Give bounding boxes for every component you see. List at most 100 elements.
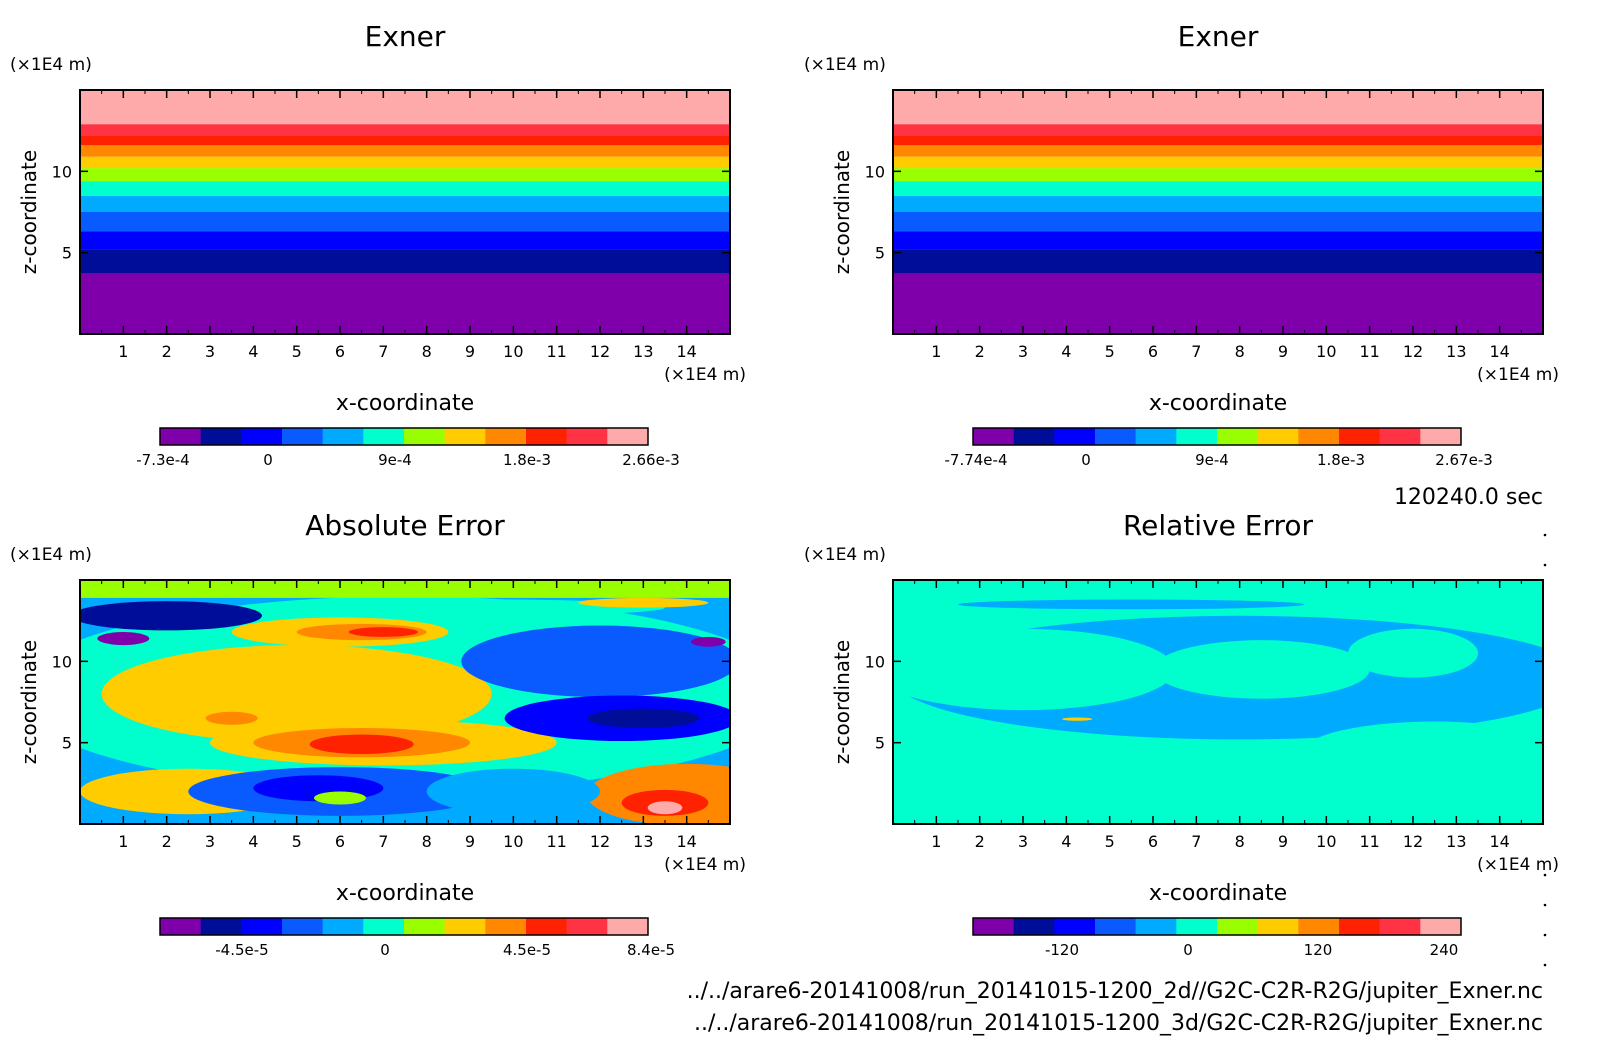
contour-field: [80, 90, 730, 334]
contour-region-11: [587, 708, 700, 729]
x-tick-label: 1: [931, 342, 941, 361]
contour-band-5: [80, 181, 730, 196]
x-tick-label: 3: [1018, 832, 1028, 851]
x-tick-label: 5: [1105, 342, 1115, 361]
contour-region-17: [647, 801, 683, 815]
contour-region-7: [309, 734, 414, 755]
colorbar-swatch-5: [363, 918, 405, 935]
colorbar-label: -4.5e-5: [215, 941, 268, 959]
x-tick-label: 6: [1148, 342, 1158, 361]
colorbar-swatch-2: [241, 428, 283, 445]
x-tick-label: 2: [162, 342, 172, 361]
colorbar-swatch-0: [973, 428, 1014, 445]
colorbar-swatch-10: [566, 428, 608, 445]
contour-band-1: [80, 249, 730, 274]
x-tick-label: 5: [292, 832, 302, 851]
colorbar-label: 4.5e-5: [503, 941, 551, 959]
y-tick-label: 5: [62, 734, 72, 753]
colorbar-label: 1.8e-3: [503, 451, 551, 469]
time-stamp: 120240.0 sec: [1394, 485, 1543, 510]
y-unit-label: (×1E4 m): [804, 55, 886, 75]
x-tick-label: 12: [590, 832, 610, 851]
y-axis-label: z-coordinate: [17, 640, 41, 764]
colorbar-label: 0: [1183, 941, 1193, 959]
colorbar-frame: [159, 917, 649, 936]
contour-band-10: [80, 124, 730, 136]
contour-band-0: [893, 273, 1543, 334]
colorbar-swatch-0: [973, 918, 1014, 935]
contour-band-7: [80, 156, 730, 169]
x-axis-label: x-coordinate: [1149, 881, 1287, 906]
contour-field: [893, 90, 1543, 334]
x-tick-label: 8: [422, 342, 432, 361]
colorbar: [972, 427, 1462, 446]
x-tick-label: 1: [931, 832, 941, 851]
colorbar-frame: [972, 917, 1462, 936]
colorbar-swatch-7: [444, 428, 486, 445]
contour-top-strip: [80, 580, 730, 598]
colorbar-label: 9e-4: [1195, 451, 1229, 469]
contour-region-8: [205, 711, 258, 725]
x-tick-label: 14: [676, 342, 696, 361]
contour-band-6: [893, 168, 1543, 182]
colorbar-swatch-1: [1013, 918, 1055, 935]
panel-relative-error: Relative Error (×1E4 m) 1 2 3 4 5 6 7 8 9 10 11 12 1…: [804, 509, 1559, 959]
colorbar-swatch-11: [1420, 918, 1462, 935]
contour-band-1: [893, 249, 1543, 274]
colorbar-label: -7.3e-4: [136, 451, 189, 469]
contour-region-8: [1057, 716, 1232, 724]
colorbar-swatch-4: [1135, 428, 1177, 445]
contour-band-6: [80, 168, 730, 182]
colorbar: [159, 427, 649, 446]
x-tick-label: 1: [118, 832, 128, 851]
colorbar-label: -120: [1045, 941, 1079, 959]
colorbar-swatch-3: [1095, 918, 1136, 935]
colorbar-label: 1.8e-3: [1317, 451, 1365, 469]
contour-band-2: [80, 231, 730, 250]
x-tick-label: 3: [205, 832, 215, 851]
contour-region-14: [691, 636, 726, 647]
contour-band-3: [893, 212, 1543, 232]
colorbar-swatch-10: [566, 918, 608, 935]
colorbar-labels: -4.5e-5 0 4.5e-5 8.4e-5: [215, 941, 675, 959]
colorbar-swatch-1: [200, 428, 242, 445]
colorbar-swatch-6: [404, 918, 445, 935]
x-tick-label: 11: [546, 342, 566, 361]
x-unit-label: (×1E4 m): [1477, 855, 1559, 875]
contour-region-9: [461, 625, 730, 698]
x-tick-label: 7: [1191, 342, 1201, 361]
colorbar-label: 0: [380, 941, 390, 959]
x-tick-label: 14: [1489, 832, 1509, 851]
y-tick-label: 5: [875, 734, 885, 753]
y-unit-label: (×1E4 m): [804, 545, 886, 565]
contour-band-0: [80, 273, 730, 334]
colorbar-swatch-5: [1176, 918, 1218, 935]
colorbar-labels: -7.74e-4 0 9e-4 1.8e-3 2.67e-3: [945, 451, 1493, 469]
x-tick-label: 14: [676, 832, 696, 851]
x-tick-label: 1: [118, 342, 128, 361]
x-tick-label: 9: [1278, 832, 1288, 851]
panel-title: Absolute Error: [305, 509, 505, 542]
contour-band-9: [80, 135, 730, 146]
colorbar-label: 0: [263, 451, 273, 469]
contour-region-21: [314, 791, 366, 805]
x-tick-label: 10: [1316, 832, 1336, 851]
contour-region-6: [979, 775, 1413, 808]
colorbar-swatch-10: [1379, 918, 1421, 935]
contour-region-4: [1304, 721, 1543, 781]
file-path-2d: ../../arare6-20141008/run_20141015-1200_…: [687, 979, 1543, 1004]
y-axis-label: z-coordinate: [830, 640, 854, 764]
colorbar-frame: [159, 427, 649, 446]
contour-band-11: [80, 90, 730, 125]
colorbar-swatch-8: [485, 428, 527, 445]
y-tick-label: 10: [865, 652, 885, 671]
contour-region-1: [101, 645, 492, 743]
margin-dots: [1543, 533, 1547, 967]
colorbar-swatch-4: [322, 428, 364, 445]
x-tick-label: 9: [465, 342, 475, 361]
x-tick-label: 8: [1235, 832, 1245, 851]
